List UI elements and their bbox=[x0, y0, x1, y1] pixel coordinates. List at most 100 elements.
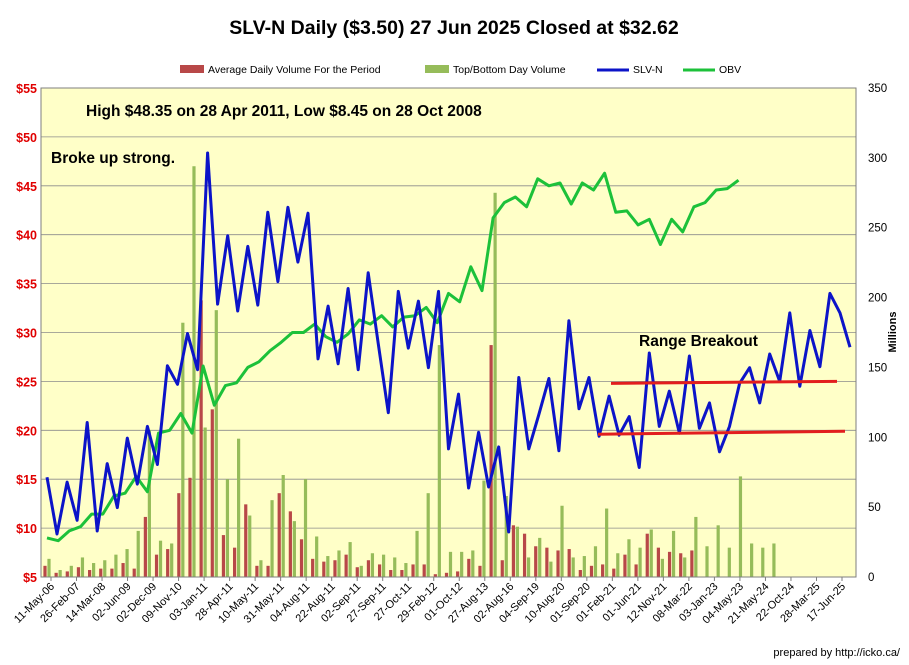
top-bottom-volume-bar bbox=[605, 508, 609, 577]
top-bottom-volume-bar bbox=[381, 554, 386, 577]
top-bottom-volume-bar bbox=[772, 543, 776, 577]
top-bottom-volume-bar bbox=[393, 557, 397, 577]
top-bottom-volume-bar bbox=[359, 565, 363, 577]
avg-volume-bar bbox=[244, 504, 248, 577]
y-left-tick-label: $20 bbox=[16, 424, 37, 438]
legend-label-top-bottom-volume: Top/Bottom Day Volume bbox=[453, 64, 566, 76]
top-bottom-volume-bar bbox=[415, 530, 419, 577]
y-left-tick-label: $55 bbox=[16, 82, 37, 96]
avg-volume-bar bbox=[288, 511, 292, 577]
top-bottom-volume-bar bbox=[225, 479, 230, 577]
range-breakout-annotation: Range Breakout bbox=[639, 333, 758, 350]
top-bottom-volume-bar bbox=[448, 551, 453, 577]
y-left-tick-label: $30 bbox=[16, 327, 37, 341]
y-left-tick-label: $35 bbox=[16, 278, 37, 292]
y-left-tick-label: $5 bbox=[23, 571, 37, 585]
top-bottom-volume-bar bbox=[47, 558, 51, 577]
top-bottom-volume-bar bbox=[170, 543, 174, 577]
avg-volume-bar bbox=[344, 554, 348, 577]
y-right-tick-label: 250 bbox=[868, 223, 887, 235]
avg-volume-bar bbox=[634, 564, 638, 577]
avg-volume-bar bbox=[478, 565, 482, 577]
top-bottom-volume-bar bbox=[303, 479, 308, 577]
avg-volume-bar bbox=[232, 547, 237, 577]
avg-volume-bar bbox=[322, 561, 326, 577]
top-bottom-volume-bar bbox=[649, 529, 653, 577]
legend-label-avg-volume: Average Daily Volume For the Period bbox=[208, 64, 381, 76]
y-right-tick-label: 50 bbox=[868, 502, 881, 514]
avg-volume-bar bbox=[411, 564, 415, 577]
top-bottom-volume-bar bbox=[727, 547, 731, 577]
top-bottom-volume-bar bbox=[147, 430, 151, 577]
top-bottom-volume-bar bbox=[58, 570, 62, 577]
top-bottom-volume-bar bbox=[426, 493, 430, 577]
y-left-tick-label: $45 bbox=[16, 180, 37, 194]
top-bottom-volume-bar bbox=[181, 322, 185, 577]
legend-swatch-avg-volume bbox=[180, 65, 204, 73]
avg-volume-bar bbox=[143, 516, 147, 577]
avg-volume-bar bbox=[266, 565, 270, 577]
y-right-tick-label: 0 bbox=[868, 572, 874, 584]
avg-volume-bar bbox=[43, 565, 47, 577]
top-bottom-volume-bar bbox=[616, 553, 620, 577]
price-line bbox=[45, 151, 852, 536]
avg-volume-bar bbox=[567, 549, 571, 577]
legend-label-price: SLV-N bbox=[633, 64, 663, 76]
avg-volume-bar bbox=[422, 564, 426, 577]
top-bottom-volume-bar bbox=[471, 550, 475, 577]
top-bottom-volume-bar bbox=[582, 556, 586, 577]
top-bottom-volume-bar bbox=[114, 554, 118, 577]
avg-volume-bar bbox=[623, 554, 627, 577]
top-bottom-volume-bar bbox=[738, 476, 743, 577]
y-left-tick-label: $40 bbox=[16, 229, 37, 243]
chart-title: SLV-N Daily ($3.50) 27 Jun 2025 Closed a… bbox=[229, 17, 679, 39]
top-bottom-volume-bar bbox=[69, 565, 73, 577]
top-bottom-volume-bar bbox=[248, 515, 252, 577]
credit-text: prepared by http://icko.ca/ bbox=[773, 647, 901, 659]
avg-volume-bar bbox=[355, 567, 359, 577]
avg-volume-bar bbox=[311, 558, 315, 577]
avg-volume-bar bbox=[511, 525, 516, 577]
legend-label-obv: OBV bbox=[719, 64, 741, 76]
range-lines bbox=[597, 379, 846, 436]
y-left-tick-label: $10 bbox=[16, 522, 37, 536]
y-right-tick-label: 100 bbox=[868, 432, 887, 444]
top-bottom-volume-bar bbox=[683, 557, 687, 577]
avg-volume-bar bbox=[522, 533, 527, 577]
y-left-tick-label: $15 bbox=[16, 473, 37, 487]
top-bottom-volume-bar bbox=[515, 526, 520, 577]
top-bottom-volume-bar bbox=[705, 546, 709, 577]
plot-border bbox=[40, 87, 857, 578]
avg-volume-bar bbox=[177, 493, 181, 577]
avg-volume-bar bbox=[333, 560, 337, 577]
y-right-tick-label: 350 bbox=[868, 83, 887, 95]
top-bottom-volume-bar bbox=[549, 561, 553, 577]
top-bottom-volume-bar bbox=[504, 495, 508, 577]
top-bottom-volume-bar bbox=[761, 547, 765, 577]
top-bottom-volume-bar bbox=[136, 530, 140, 577]
avg-volume-bar bbox=[65, 571, 69, 577]
volume-bars bbox=[43, 166, 776, 578]
top-bottom-volume-bar bbox=[125, 549, 129, 577]
avg-volume-bar bbox=[489, 345, 493, 577]
top-bottom-volume-bar bbox=[638, 547, 642, 577]
avg-volume-bar bbox=[656, 547, 661, 577]
avg-volume-bar bbox=[601, 564, 605, 577]
avg-volume-bar bbox=[255, 565, 259, 577]
avg-volume-bar bbox=[188, 477, 192, 577]
avg-volume-bar bbox=[154, 554, 159, 577]
avg-volume-bar bbox=[589, 565, 594, 577]
avg-volume-bar bbox=[221, 535, 226, 577]
top-bottom-volume-bar bbox=[750, 543, 754, 577]
top-bottom-volume-bar bbox=[326, 556, 330, 577]
avg-volume-bar bbox=[166, 549, 170, 577]
top-bottom-volume-bar bbox=[236, 438, 241, 577]
high-low-annotation: High $48.35 on 28 Apr 2011, Low $8.45 on… bbox=[86, 103, 482, 120]
top-bottom-volume-bar bbox=[671, 530, 676, 577]
avg-volume-bar bbox=[377, 564, 382, 577]
avg-volume-bar bbox=[444, 572, 449, 577]
top-bottom-volume-bar bbox=[337, 550, 341, 577]
avg-volume-bar bbox=[277, 493, 281, 577]
